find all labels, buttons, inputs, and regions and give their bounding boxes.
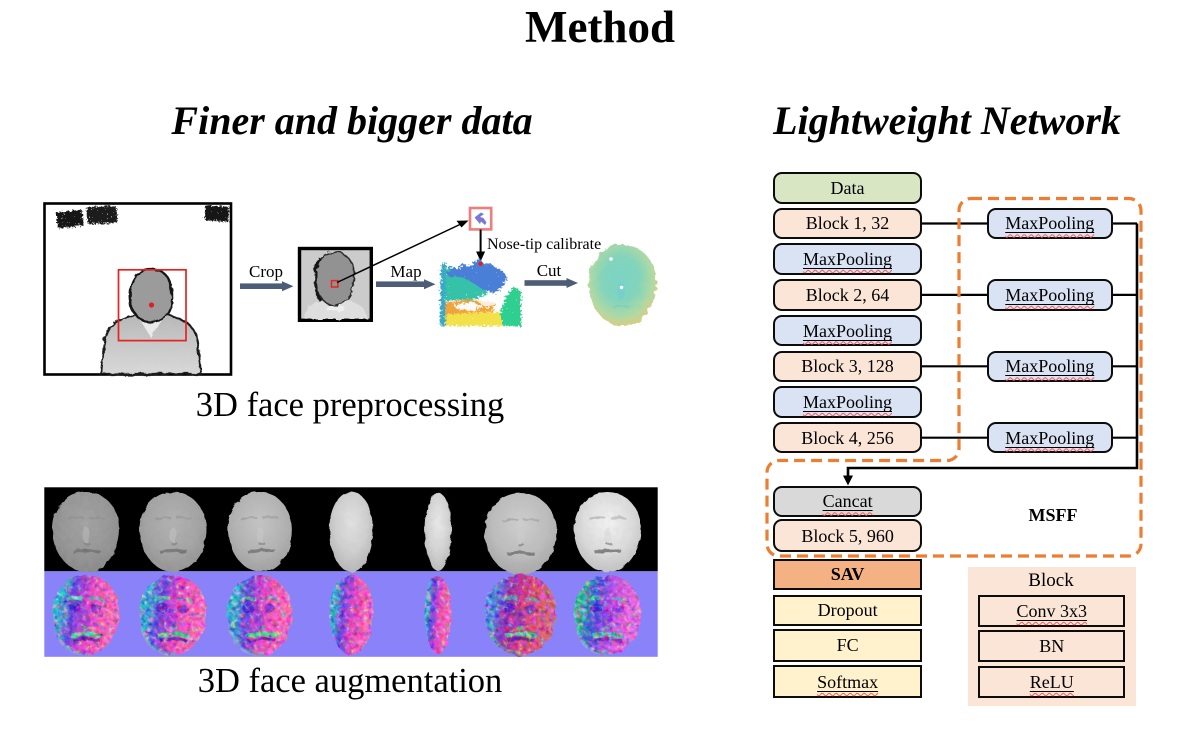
node-label: ReLU xyxy=(1030,673,1074,691)
node-maxpool3: MaxPooling xyxy=(772,386,923,418)
node-label: Cancat xyxy=(823,492,873,510)
misspelled-text: ReLU xyxy=(1029,672,1074,693)
node-dropout: Dropout xyxy=(772,594,923,627)
node-label: MaxPooling xyxy=(803,393,892,411)
node-label: Block 5, 960 xyxy=(801,525,894,546)
node-label: MaxPooling xyxy=(803,322,892,340)
nose-dot xyxy=(478,261,483,266)
msff-label: MSFF xyxy=(1028,505,1078,525)
node-label: Block 1, 32 xyxy=(805,213,890,234)
node-sav: SAV xyxy=(772,558,923,590)
nose-tip-callout xyxy=(336,206,493,284)
map-arrow-label: Map xyxy=(390,262,422,281)
augmentation-strip xyxy=(44,487,658,657)
cut-face-image xyxy=(588,244,657,327)
node-label: SAV xyxy=(830,564,865,585)
node-label: MaxPooling xyxy=(1005,286,1094,304)
augmentation-caption: 3D face augmentation xyxy=(197,661,503,700)
depth-scene-image xyxy=(43,202,233,376)
node-data: Data xyxy=(772,172,923,204)
map-arrow xyxy=(376,279,436,290)
misspelled-text: MaxPooling xyxy=(802,391,892,412)
legend-title: Block xyxy=(1028,570,1074,591)
node-label: FC xyxy=(836,635,859,656)
node-block3: Block 3, 128 xyxy=(772,350,923,382)
left-heading: Finer and bigger data xyxy=(171,98,533,143)
point-cloud-image xyxy=(440,258,521,326)
node-label: MaxPooling xyxy=(1005,214,1094,232)
node-block2: Block 2, 64 xyxy=(772,279,923,311)
misspelled-text: MaxPooling xyxy=(1005,213,1095,234)
misspelled-text: MaxPooling xyxy=(802,320,892,341)
preprocessing-caption: 3D face preprocessing xyxy=(195,386,505,424)
node-label: MaxPooling xyxy=(1005,429,1094,447)
node-skip-maxpool2: MaxPooling xyxy=(987,279,1113,311)
legend-relu: ReLU xyxy=(978,666,1126,699)
cut-arrow xyxy=(524,278,578,288)
misspelled-text: MaxPooling xyxy=(802,249,892,270)
node-label: Block 3, 128 xyxy=(801,356,894,377)
node-label: Softmax xyxy=(817,673,878,691)
node-maxpool2: MaxPooling xyxy=(772,314,923,347)
node-block4: Block 4, 256 xyxy=(772,421,923,454)
misspelled-text: Conv 3x3 xyxy=(1016,601,1088,622)
node-block5: Block 5, 960 xyxy=(772,519,923,553)
node-label: BN xyxy=(1039,636,1065,657)
legend-conv: Conv 3x3 xyxy=(978,595,1126,627)
node-label: Block 2, 64 xyxy=(805,284,890,305)
node-label: Data xyxy=(830,177,865,198)
right-heading: Lightweight Network xyxy=(773,98,1121,143)
misspelled-text: MaxPooling xyxy=(1005,427,1095,448)
node-label: MaxPooling xyxy=(1005,357,1094,375)
node-maxpool1: MaxPooling xyxy=(772,243,923,275)
crop-arrow-label: Crop xyxy=(249,262,283,281)
node-block1: Block 1, 32 xyxy=(772,207,923,240)
misspelled-text: MaxPooling xyxy=(1005,356,1095,377)
node-fc: FC xyxy=(772,629,923,662)
nose-tip-label: Nose-tip calibrate xyxy=(487,235,602,253)
crop-arrow xyxy=(240,281,294,292)
node-label: Dropout xyxy=(817,600,878,621)
node-softmax: Softmax xyxy=(772,665,923,699)
legend-bn: BN xyxy=(978,630,1126,663)
misspelled-text: Cancat xyxy=(822,491,873,512)
node-skip-maxpool3: MaxPooling xyxy=(987,350,1113,382)
node-label: Block 4, 256 xyxy=(801,427,894,448)
misspelled-text: MaxPooling xyxy=(1005,284,1095,305)
msff-dashed-border xyxy=(765,196,1143,558)
node-label: MaxPooling xyxy=(803,250,892,268)
network-connectors xyxy=(846,222,1139,478)
cut-arrow-label: Cut xyxy=(536,261,562,280)
slide-title: Method xyxy=(525,2,675,52)
cropped-face-image xyxy=(297,246,374,323)
node-cancat: Cancat xyxy=(772,485,923,517)
misspelled-text: Softmax xyxy=(817,671,879,692)
concat-arrowhead xyxy=(843,475,853,486)
node-skip-maxpool4: MaxPooling xyxy=(987,421,1113,454)
node-label: Conv 3x3 xyxy=(1017,602,1088,620)
node-skip-maxpool1: MaxPooling xyxy=(987,207,1113,240)
